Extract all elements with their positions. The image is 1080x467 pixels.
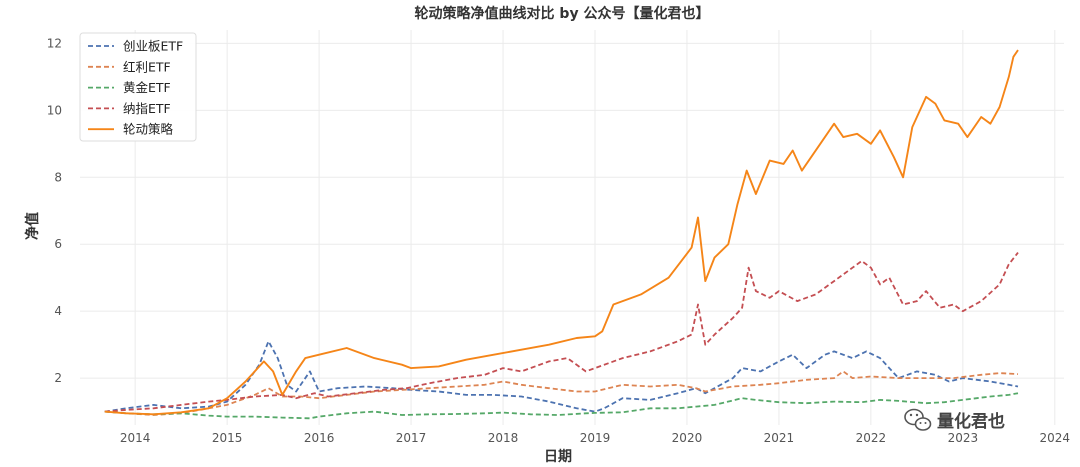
legend-items: 创业板ETF 红利ETF 黄金ETF 纳指ETF 轮动策略 — [88, 39, 183, 137]
x-tick-label: 2018 — [488, 431, 519, 445]
x-tick-label: 2023 — [948, 431, 979, 445]
y-tick-label: 8 — [54, 170, 62, 184]
legend-label: 创业板ETF — [123, 39, 183, 54]
legend-label: 轮动策略 — [123, 122, 174, 137]
y-axis-ticks: 2 4 6 8 10 12 — [47, 36, 62, 385]
series-line — [104, 252, 1019, 413]
grid — [80, 30, 1064, 425]
x-tick-label: 2017 — [396, 431, 427, 445]
x-tick-label: 2019 — [580, 431, 611, 445]
y-axis-label: 净值 — [24, 212, 41, 240]
x-tick-label: 2016 — [304, 431, 335, 445]
legend-label: 黄金ETF — [123, 80, 171, 95]
x-tick-label: 2022 — [856, 431, 887, 445]
x-axis-label: 日期 — [544, 449, 572, 465]
series-line — [104, 49, 1019, 416]
watermark: 量化君也 — [904, 408, 1005, 432]
x-axis-ticks: 2014 2015 2016 2017 2018 2019 2020 2021 2022 2023… — [120, 431, 1070, 445]
series-lines — [104, 49, 1019, 420]
watermark-text: 量化君也 — [937, 411, 1005, 432]
legend-label: 纳指ETF — [123, 101, 171, 116]
y-tick-label: 12 — [47, 36, 62, 50]
series-line — [104, 392, 1019, 420]
x-tick-label: 2015 — [212, 431, 243, 445]
series-line — [104, 370, 1019, 416]
x-tick-label: 2014 — [120, 431, 151, 445]
wechat-icon — [904, 408, 932, 431]
y-tick-label: 10 — [47, 103, 62, 117]
y-tick-label: 4 — [54, 304, 62, 318]
legend-box — [79, 32, 197, 142]
y-tick-label: 2 — [54, 371, 62, 385]
chart-title: 轮动策略净值曲线对比 by 公众号【量化君也】 — [415, 5, 710, 22]
legend: 创业板ETF 红利ETF 黄金ETF 纳指ETF 轮动策略 — [79, 32, 197, 142]
x-tick-label: 2020 — [672, 431, 703, 445]
x-tick-label: 2021 — [764, 431, 795, 445]
y-tick-label: 6 — [54, 237, 62, 251]
x-tick-label: 2024 — [1040, 431, 1071, 445]
series-line — [104, 340, 1019, 413]
legend-label: 红利ETF — [123, 59, 171, 74]
